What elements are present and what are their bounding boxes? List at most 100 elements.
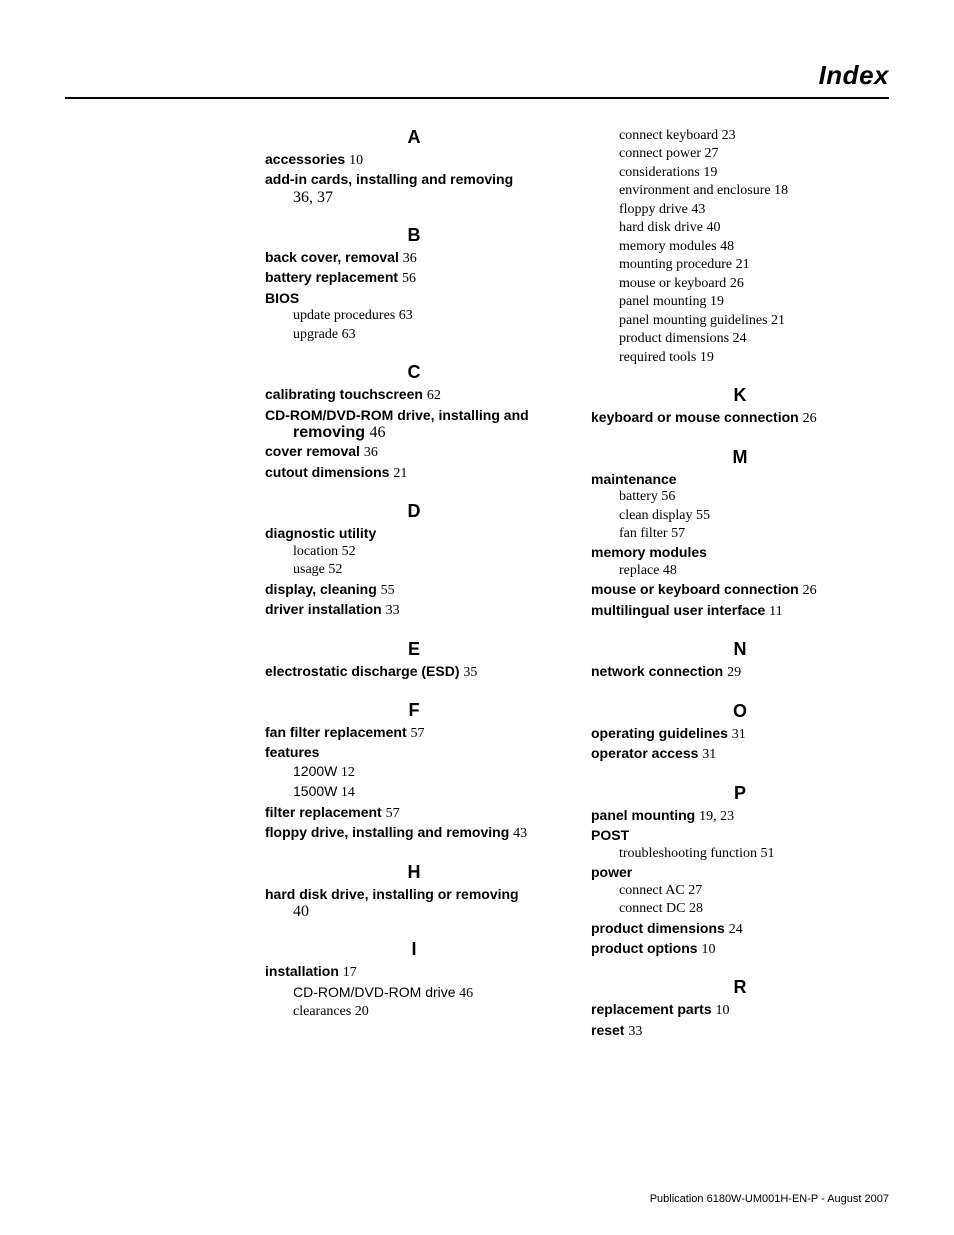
page-ref[interactable]: 17 xyxy=(343,965,357,980)
page-ref[interactable]: 24 xyxy=(729,922,743,937)
page-ref[interactable]: 23 xyxy=(722,128,736,143)
page-ref[interactable]: 21 xyxy=(736,257,750,272)
term: mouse or keyboard connection xyxy=(591,581,799,597)
sub-label: connect AC xyxy=(619,883,685,898)
term: product dimensions xyxy=(591,920,725,936)
term: keyboard or mouse connection xyxy=(591,409,799,425)
entry: multilingual user interface 11 xyxy=(591,601,889,621)
page-ref[interactable]: 57 xyxy=(671,526,685,541)
page-ref[interactable]: 11 xyxy=(769,604,782,619)
page-ref[interactable]: 48 xyxy=(663,563,677,578)
page-ref[interactable]: 19 xyxy=(703,165,717,180)
page-ref[interactable]: 63 xyxy=(399,308,413,323)
letter-N: N xyxy=(591,639,889,660)
sub-label: mouse or keyboard xyxy=(619,276,726,291)
page-ref[interactable]: 19 xyxy=(700,350,714,365)
page-ref[interactable]: 36 xyxy=(364,445,378,460)
page-ref[interactable]: 35 xyxy=(463,665,477,680)
page-ref[interactable]: 18 xyxy=(774,183,788,198)
page-ref[interactable]: 51 xyxy=(761,846,775,861)
page-ref[interactable]: 33 xyxy=(386,603,400,618)
page-ref[interactable]: 20 xyxy=(355,1004,369,1019)
term: features xyxy=(265,744,319,760)
entry: fan filter replacement 57 xyxy=(265,723,563,743)
page-ref[interactable]: 62 xyxy=(427,388,441,403)
sub-label: connect DC xyxy=(619,901,685,916)
term: installation xyxy=(265,963,339,979)
page-ref[interactable]: 43 xyxy=(513,826,527,841)
letter-F: F xyxy=(265,700,563,721)
page-ref[interactable]: 55 xyxy=(696,508,710,523)
letter-R: R xyxy=(591,977,889,998)
page-ref[interactable]: 46 xyxy=(369,424,385,441)
entry: mouse or keyboard connection 26 xyxy=(591,580,889,600)
term: operator access xyxy=(591,745,698,761)
page-ref[interactable]: 57 xyxy=(386,806,400,821)
page-ref[interactable]: 43 xyxy=(691,202,705,217)
letter-B: B xyxy=(265,225,563,246)
page-ref-cont[interactable]: 36, 37 xyxy=(265,189,563,207)
page-ref[interactable]: 28 xyxy=(689,901,703,916)
page-ref[interactable]: 27 xyxy=(688,883,702,898)
page-ref[interactable]: 31 xyxy=(702,747,716,762)
letter-E: E xyxy=(265,639,563,660)
page-ref[interactable]: 24 xyxy=(733,331,747,346)
page-ref[interactable]: 63 xyxy=(342,327,356,342)
entry: BIOS xyxy=(265,289,563,307)
title-wrap: Index xyxy=(65,60,889,99)
page-ref[interactable]: 26 xyxy=(803,583,817,598)
page-ref[interactable]: 29 xyxy=(727,665,741,680)
page-ref[interactable]: 19, 23 xyxy=(699,809,734,824)
page-ref[interactable]: 10 xyxy=(716,1003,730,1018)
term: battery replacement xyxy=(265,269,398,285)
page-ref[interactable]: 56 xyxy=(661,489,675,504)
page-title: Index xyxy=(819,60,889,90)
page-ref[interactable]: 10 xyxy=(349,153,363,168)
column-right: connect keyboard 23 connect power 27 con… xyxy=(591,127,889,1041)
page-ref[interactable]: 56 xyxy=(402,271,416,286)
letter-H: H xyxy=(265,862,563,883)
page-ref[interactable]: 36 xyxy=(403,251,417,266)
subentry: connect AC 27 xyxy=(591,882,889,900)
entry: cover removal 36 xyxy=(265,442,563,462)
page-ref[interactable]: 27 xyxy=(705,146,719,161)
page-ref[interactable]: 46 xyxy=(459,986,473,1001)
term: operating guidelines xyxy=(591,725,728,741)
subentry: usage 52 xyxy=(265,561,563,579)
sub-label: memory modules xyxy=(619,239,717,254)
sub-label: 1500W xyxy=(293,783,337,799)
subentry: hard disk drive 40 xyxy=(591,219,889,237)
subentry: considerations 19 xyxy=(591,164,889,182)
page-ref[interactable]: 52 xyxy=(342,544,356,559)
page-ref[interactable]: 40 xyxy=(706,220,720,235)
page-ref[interactable]: 48 xyxy=(720,239,734,254)
sub-label: mounting procedure xyxy=(619,257,732,272)
sub-label: CD-ROM/DVD-ROM drive xyxy=(293,984,456,1000)
page-ref[interactable]: 57 xyxy=(411,726,425,741)
page-ref[interactable]: 14 xyxy=(341,785,355,800)
page-ref[interactable]: 21 xyxy=(771,313,785,328)
page-ref[interactable]: 55 xyxy=(381,583,395,598)
term: maintenance xyxy=(591,471,677,487)
entry: CD-ROM/DVD-ROM drive, installing and xyxy=(265,406,563,424)
page-ref[interactable]: 33 xyxy=(628,1024,642,1039)
sub-label: product dimensions xyxy=(619,331,729,346)
entry: features xyxy=(265,743,563,761)
term: CD-ROM/DVD-ROM drive, installing and xyxy=(265,407,529,423)
page-ref[interactable]: 21 xyxy=(393,466,407,481)
entry: maintenance xyxy=(591,470,889,488)
letter-I: I xyxy=(265,939,563,960)
page-ref[interactable]: 10 xyxy=(701,942,715,957)
sub-label: upgrade xyxy=(293,327,338,342)
page-ref[interactable]: 19 xyxy=(710,294,724,309)
footer-text: Publication 6180W-UM001H-EN-P - August 2… xyxy=(650,1193,889,1205)
page-ref[interactable]: 26 xyxy=(803,411,817,426)
page-ref[interactable]: 26 xyxy=(730,276,744,291)
columns: A accessories 10 add-in cards, installin… xyxy=(65,127,889,1041)
page-ref[interactable]: 31 xyxy=(732,727,746,742)
page-ref[interactable]: 12 xyxy=(341,765,355,780)
page-ref-cont[interactable]: 40 xyxy=(265,903,563,921)
entry: keyboard or mouse connection 26 xyxy=(591,408,889,428)
sub-label: update procedures xyxy=(293,308,395,323)
page-ref[interactable]: 52 xyxy=(328,562,342,577)
